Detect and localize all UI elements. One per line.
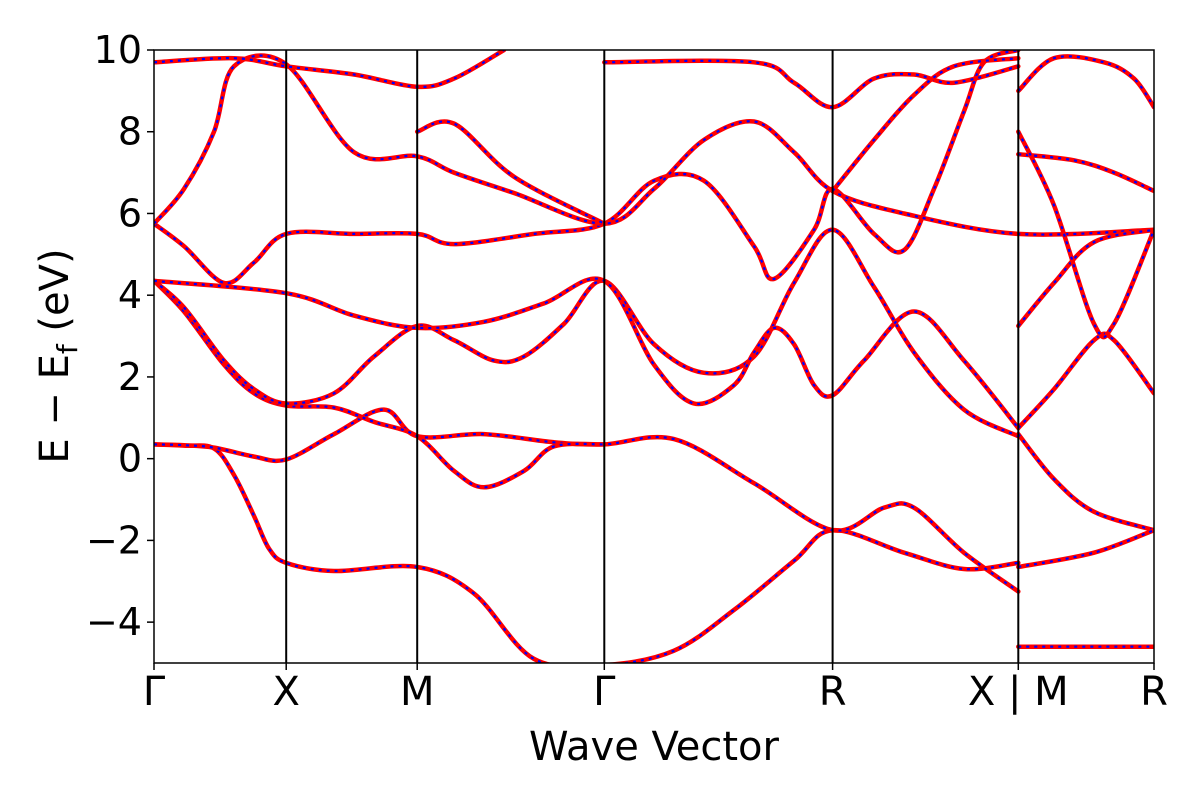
- band-line-dashed-3: [154, 280, 605, 489]
- band-line-dashed-6: [154, 50, 1019, 285]
- band-line-dashed-8: [154, 50, 505, 88]
- x-axis-ticks: Γ X M Γ R X | M R: [143, 663, 1168, 715]
- y-axis-label-subscript: f: [51, 343, 84, 354]
- band-line-dashed-2: [154, 408, 1019, 593]
- band-line-dashed-13: [1018, 529, 1154, 569]
- x-tick-label: X | M: [968, 669, 1069, 715]
- band-line-dashed-12: [1017, 433, 1154, 532]
- band-line-dashed-1: [154, 443, 1019, 663]
- x-tick-label: R: [819, 669, 847, 715]
- y-tick-label: −4: [86, 600, 142, 644]
- y-axis-ticks: −4 −2 0 2 4 6 8 10: [86, 28, 154, 644]
- y-tick-label: 2: [118, 355, 142, 399]
- x-tick-label: M: [400, 669, 435, 715]
- kpoint-divider-lines: [285, 50, 1020, 663]
- y-tick-label: 6: [118, 191, 142, 235]
- band-line-dashed-11: [831, 57, 1019, 192]
- band-line-dashed-18: [1017, 55, 1154, 108]
- y-axis-label-unit: (eV): [32, 248, 78, 344]
- band-line-dashed-15: [1017, 228, 1154, 327]
- band-lines: [154, 50, 1154, 663]
- x-axis-label: Wave Vector: [529, 724, 780, 770]
- band-line-dashed-10: [604, 59, 1019, 109]
- y-axis-label: E − Ef (eV): [32, 248, 84, 463]
- y-tick-label: 8: [118, 110, 142, 154]
- band-line-dashed-14: [1017, 332, 1154, 429]
- x-tick-label: Γ: [593, 669, 616, 715]
- band-line-solid-5: [154, 276, 1021, 431]
- band-line-dashed-9: [416, 120, 605, 225]
- band-line-dashed-4: [154, 228, 1019, 438]
- x-tick-label: X: [272, 669, 299, 715]
- y-axis-label-main: E − E: [32, 354, 78, 464]
- band-line-dashed-7: [154, 54, 1154, 236]
- band-line-dashed-16: [1018, 153, 1154, 192]
- y-tick-label: 10: [94, 28, 142, 72]
- y-tick-label: −2: [86, 518, 142, 562]
- plot-background: [154, 50, 1154, 663]
- plot-frame: [153, 49, 1155, 664]
- y-tick-label: 0: [118, 437, 142, 481]
- x-tick-label: Γ: [143, 669, 166, 715]
- band-line-dashed-17: [1017, 131, 1154, 339]
- y-tick-label: 4: [118, 273, 142, 317]
- x-tick-label: R: [1140, 669, 1168, 715]
